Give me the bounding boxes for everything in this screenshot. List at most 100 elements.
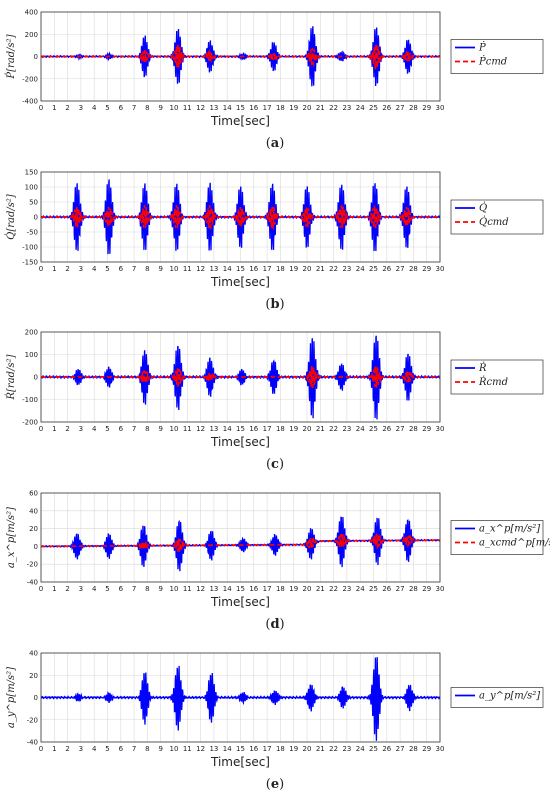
x-axis-label: Time[sec] (210, 114, 270, 128)
x-tick-label: 19 (289, 425, 298, 433)
legend-label: Q̇cmd (479, 216, 509, 228)
legend-label: a_y^p[m/s²] (479, 691, 540, 702)
chart-panel-5: 0 1 2 3 4 5 6 7 8 9 10 11 12 13 14 15 16 17 18 19 20 21 22 23 24… (6, 650, 544, 792)
x-tick-label: 30 (436, 745, 445, 753)
x-tick-label: 26 (382, 104, 391, 112)
x-tick-label: 8 (145, 745, 149, 753)
y-tick-label: 0 (34, 374, 38, 382)
y-tick-label: 200 (25, 31, 38, 39)
x-tick-label: 27 (396, 104, 405, 112)
x-tick-label: 17 (263, 745, 272, 753)
x-tick-label: 22 (329, 265, 338, 273)
x-tick-label: 24 (356, 265, 365, 273)
legend-box (450, 199, 544, 235)
x-tick-label: 4 (92, 585, 97, 593)
plot-frame (40, 171, 441, 263)
x-tick-label: 16 (249, 425, 258, 433)
x-tick-label: 18 (276, 425, 285, 433)
x-tick-label: 30 (436, 104, 445, 112)
x-tick-label: 23 (342, 425, 351, 433)
x-tick-label: 26 (382, 745, 391, 753)
x-tick-label: 15 (236, 265, 245, 273)
x-tick-label: 14 (223, 265, 232, 273)
x-tick-label: 23 (342, 265, 351, 273)
y-axis-label: Ṙ[rad/s²] (5, 354, 17, 400)
x-tick-label: 14 (223, 585, 232, 593)
series-line-command (40, 205, 441, 231)
chart-panel-2: 0 1 2 3 4 5 6 7 8 9 10 11 12 13 14 15 16 17 18 19 20 21 22 23 24… (5, 169, 544, 312)
plot-frame (40, 331, 441, 423)
x-tick-label: 25 (369, 265, 378, 273)
x-tick-label: 5 (105, 745, 109, 753)
y-tick-label: -200 (22, 75, 38, 83)
y-axis-label: Q̇[rad/s²] (5, 194, 17, 240)
x-tick-label: 11 (183, 265, 192, 273)
x-tick-label: 0 (39, 585, 43, 593)
y-tick-label: -50 (27, 229, 38, 237)
x-tick-label: 12 (196, 585, 205, 593)
y-tick-label: 0 (34, 214, 38, 222)
x-tick-label: 29 (422, 425, 431, 433)
x-tick-label: 12 (196, 425, 205, 433)
x-tick-label: 5 (105, 425, 109, 433)
x-tick-label: 8 (145, 104, 149, 112)
x-tick-label: 2 (65, 745, 69, 753)
x-tick-label: 11 (183, 104, 192, 112)
legend-label: a_xcmd^p[m/s²] (479, 538, 550, 549)
x-tick-label: 0 (39, 104, 43, 112)
y-axis-label: a_x^p[m/s²] (6, 507, 17, 568)
x-tick-label: 15 (236, 104, 245, 112)
x-tick-label: 1 (52, 265, 56, 273)
x-tick-label: 15 (236, 745, 245, 753)
legend-label: Ṗcmd (478, 56, 507, 68)
x-tick-label: 2 (65, 265, 69, 273)
x-tick-label: 3 (79, 265, 83, 273)
y-tick-label: -100 (22, 244, 38, 252)
y-tick-label: 0 (34, 543, 38, 551)
x-tick-label: 16 (249, 104, 258, 112)
x-tick-label: 12 (196, 104, 205, 112)
x-tick-label: 18 (276, 745, 285, 753)
x-tick-label: 6 (119, 745, 124, 753)
x-tick-label: 0 (39, 425, 43, 433)
x-tick-label: 24 (356, 104, 365, 112)
x-tick-label: 3 (79, 745, 83, 753)
x-tick-label: 28 (409, 585, 418, 593)
y-tick-label: 0 (34, 694, 38, 702)
y-tick-label: -400 (22, 98, 38, 106)
panel-caption: (c) (266, 457, 284, 472)
x-tick-label: 10 (170, 745, 179, 753)
series-line-command (41, 533, 441, 554)
legend-label: Ṗ (478, 42, 486, 54)
x-tick-label: 12 (196, 745, 205, 753)
x-tick-label: 20 (303, 425, 312, 433)
x-tick-label: 14 (223, 104, 232, 112)
x-tick-label: 18 (276, 265, 285, 273)
x-tick-label: 26 (382, 585, 391, 593)
x-tick-label: 29 (422, 265, 431, 273)
x-tick-label: 3 (79, 425, 83, 433)
y-axis-label: a_y^p[m/s²] (6, 667, 17, 728)
x-tick-label: 23 (342, 585, 351, 593)
x-tick-label: 7 (132, 585, 136, 593)
x-tick-label: 30 (436, 425, 445, 433)
x-tick-label: 0 (39, 265, 43, 273)
x-tick-label: 24 (356, 425, 365, 433)
x-tick-label: 1 (52, 104, 56, 112)
panel-caption: (a) (266, 136, 285, 151)
y-tick-label: -150 (22, 259, 38, 267)
x-tick-label: 11 (183, 425, 192, 433)
y-tick-label: 20 (29, 672, 38, 680)
x-tick-label: 10 (170, 585, 179, 593)
series-line-measured (40, 335, 441, 420)
x-tick-label: 21 (316, 265, 325, 273)
x-tick-label: 25 (369, 425, 378, 433)
x-tick-label: 27 (396, 585, 405, 593)
y-tick-label: -20 (27, 561, 38, 569)
x-tick-label: 24 (356, 745, 365, 753)
x-tick-label: 8 (145, 265, 149, 273)
x-tick-label: 29 (422, 585, 431, 593)
panel-caption: (d) (265, 617, 284, 632)
x-tick-label: 15 (236, 425, 245, 433)
